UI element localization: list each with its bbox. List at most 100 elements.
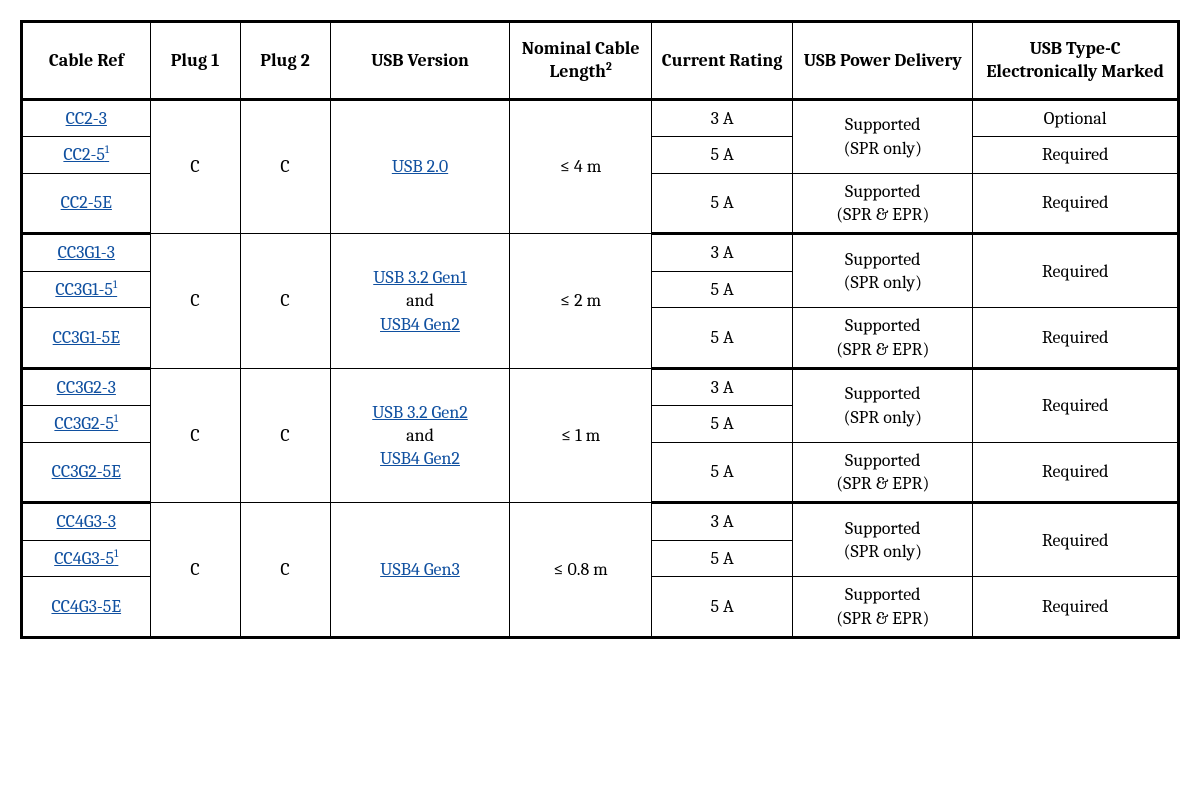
pd-line2: (SPR only)	[797, 137, 968, 160]
cable-ref-link[interactable]: CC4G3-3	[56, 511, 116, 532]
usb-version-link[interactable]: USB4 Gen3	[380, 559, 460, 580]
length-cell: ≤ 2 m	[510, 234, 651, 369]
cable-ref-link[interactable]: CC2-5E	[61, 192, 112, 213]
cable-ref-link[interactable]: CC2-3	[66, 108, 107, 129]
usb-version-text: and	[335, 424, 506, 447]
plug2-cell: C	[240, 368, 330, 503]
cable-ref-footnote: 1	[113, 277, 117, 291]
pd-cell: Supported(SPR & EPR)	[793, 577, 973, 638]
pd-line2: (SPR only)	[797, 406, 968, 429]
col-marked: USB Type-C Electronically Marked	[973, 22, 1179, 100]
marked-cell: Required	[973, 137, 1179, 173]
col-plug1: Plug 1	[150, 22, 240, 100]
marked-cell: Required	[973, 308, 1179, 369]
plug2-cell: C	[240, 503, 330, 638]
pd-cell: Supported(SPR & EPR)	[793, 308, 973, 369]
current-cell: 5 A	[651, 577, 792, 638]
pd-line1: Supported	[797, 449, 968, 472]
cable-ref-cell: CC3G1-3	[22, 234, 151, 271]
cable-ref-cell: CC2-3	[22, 99, 151, 136]
col-plug2: Plug 2	[240, 22, 330, 100]
cable-ref-link[interactable]: CC4G3-51	[54, 548, 118, 569]
cable-ref-link[interactable]: CC3G1-51	[55, 279, 117, 300]
cable-ref-footnote: 1	[114, 546, 118, 560]
cable-ref-footnote: 1	[105, 142, 109, 156]
cable-ref-cell: CC3G2-5E	[22, 442, 151, 503]
col-current: Current Rating	[651, 22, 792, 100]
table-row: CC3G1-3CCUSB 3.2 Gen1andUSB4 Gen2≤ 2 m3 …	[22, 234, 1179, 271]
usb-cable-table: Cable Ref Plug 1 Plug 2 USB Version Nomi…	[20, 20, 1180, 639]
usb-version-cell: USB4 Gen3	[330, 503, 510, 638]
usb-version-link[interactable]: USB 3.2 Gen1	[373, 267, 467, 288]
table-body: CC2-3CCUSB 2.0≤ 4 m3 ASupported(SPR only…	[22, 99, 1179, 637]
cable-ref-link[interactable]: CC3G1-5E	[53, 327, 120, 348]
col-cable-ref: Cable Ref	[22, 22, 151, 100]
current-cell: 5 A	[651, 540, 792, 576]
pd-line2: (SPR & EPR)	[797, 472, 968, 495]
pd-cell: Supported(SPR only)	[793, 99, 973, 173]
current-cell: 3 A	[651, 503, 792, 540]
col-pd: USB Power Delivery	[793, 22, 973, 100]
usb-version-text: and	[335, 289, 506, 312]
cable-ref-cell: CC4G3-5E	[22, 577, 151, 638]
current-cell: 3 A	[651, 99, 792, 136]
pd-line1: Supported	[797, 180, 968, 203]
cable-ref-cell: CC2-51	[22, 137, 151, 173]
pd-cell: Supported(SPR only)	[793, 368, 973, 442]
pd-cell: Supported(SPR & EPR)	[793, 173, 973, 234]
cable-ref-link[interactable]: CC3G2-5E	[52, 461, 121, 482]
plug2-cell: C	[240, 99, 330, 234]
plug1-cell: C	[150, 503, 240, 638]
pd-line2: (SPR only)	[797, 540, 968, 563]
current-cell: 3 A	[651, 368, 792, 405]
col-length: Nominal Cable Length2	[510, 22, 651, 100]
cable-ref-link[interactable]: CC2-51	[63, 144, 109, 165]
pd-line1: Supported	[797, 382, 968, 405]
marked-cell: Required	[973, 173, 1179, 234]
marked-cell: Required	[973, 368, 1179, 442]
usb-version-cell: USB 3.2 Gen1andUSB4 Gen2	[330, 234, 510, 369]
table-row: CC2-3CCUSB 2.0≤ 4 m3 ASupported(SPR only…	[22, 99, 1179, 136]
length-cell: ≤ 0.8 m	[510, 503, 651, 638]
current-cell: 5 A	[651, 137, 792, 173]
marked-cell: Optional	[973, 99, 1179, 136]
plug1-cell: C	[150, 368, 240, 503]
cable-ref-cell: CC3G2-3	[22, 368, 151, 405]
usb-version-link[interactable]: USB4 Gen2	[380, 314, 460, 335]
cable-ref-footnote: 1	[114, 411, 118, 425]
cable-ref-link[interactable]: CC3G2-3	[57, 377, 116, 398]
plug1-cell: C	[150, 99, 240, 234]
marked-cell: Required	[973, 442, 1179, 503]
cable-ref-link[interactable]: CC3G1-3	[58, 242, 115, 263]
current-cell: 5 A	[651, 173, 792, 234]
marked-cell: Required	[973, 503, 1179, 577]
cable-ref-cell: CC4G3-3	[22, 503, 151, 540]
col-usb-version: USB Version	[330, 22, 510, 100]
cable-ref-link[interactable]: CC3G2-51	[54, 413, 118, 434]
usb-version-cell: USB 3.2 Gen2andUSB4 Gen2	[330, 368, 510, 503]
pd-line2: (SPR & EPR)	[797, 203, 968, 226]
pd-line2: (SPR & EPR)	[797, 338, 968, 361]
usb-version-link[interactable]: USB 2.0	[392, 156, 448, 177]
pd-cell: Supported(SPR only)	[793, 503, 973, 577]
marked-cell: Required	[973, 234, 1179, 308]
cable-ref-link[interactable]: CC4G3-5E	[51, 596, 121, 617]
col-length-label: Nominal Cable Length	[522, 38, 640, 82]
pd-line1: Supported	[797, 113, 968, 136]
length-cell: ≤ 4 m	[510, 99, 651, 234]
col-length-note: 2	[606, 59, 612, 73]
table-header-row: Cable Ref Plug 1 Plug 2 USB Version Nomi…	[22, 22, 1179, 100]
current-cell: 5 A	[651, 308, 792, 369]
usb-version-cell: USB 2.0	[330, 99, 510, 234]
cable-ref-cell: CC2-5E	[22, 173, 151, 234]
table-row: CC3G2-3CCUSB 3.2 Gen2andUSB4 Gen2≤ 1 m3 …	[22, 368, 1179, 405]
usb-version-link[interactable]: USB4 Gen2	[380, 448, 460, 469]
pd-line2: (SPR only)	[797, 271, 968, 294]
usb-version-link[interactable]: USB 3.2 Gen2	[372, 402, 468, 423]
current-cell: 5 A	[651, 271, 792, 307]
plug1-cell: C	[150, 234, 240, 369]
plug2-cell: C	[240, 234, 330, 369]
pd-line1: Supported	[797, 314, 968, 337]
pd-cell: Supported(SPR only)	[793, 234, 973, 308]
current-cell: 5 A	[651, 442, 792, 503]
